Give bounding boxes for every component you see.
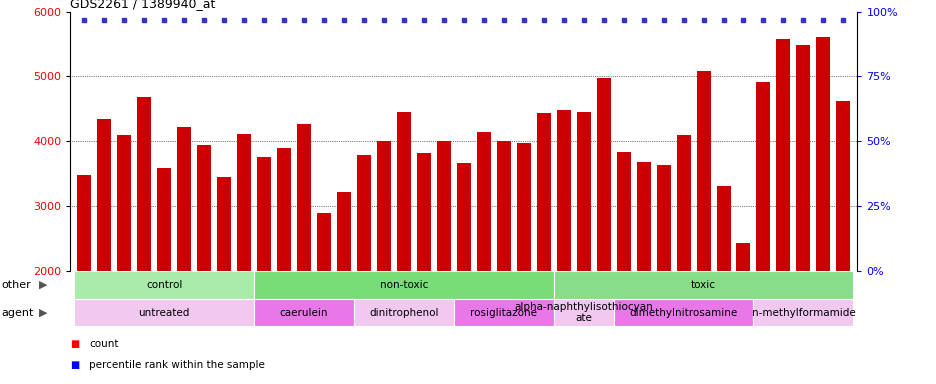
Bar: [576, 112, 590, 384]
Text: GDS2261 / 1389940_at: GDS2261 / 1389940_at: [70, 0, 215, 10]
Text: ▶: ▶: [38, 308, 48, 318]
Bar: [536, 113, 550, 384]
Bar: [753, 299, 853, 326]
Text: ■: ■: [70, 339, 80, 349]
Bar: [157, 168, 171, 384]
Bar: [74, 271, 254, 299]
Text: control: control: [146, 280, 183, 290]
Bar: [656, 166, 670, 384]
Bar: [676, 135, 690, 384]
Bar: [337, 192, 351, 384]
Bar: [776, 40, 790, 384]
Text: non-toxic: non-toxic: [379, 280, 428, 290]
Text: toxic: toxic: [690, 280, 715, 290]
Bar: [117, 135, 131, 384]
Bar: [796, 45, 810, 384]
Bar: [417, 153, 431, 384]
Text: rosiglitazone: rosiglitazone: [470, 308, 536, 318]
Bar: [197, 145, 211, 384]
Bar: [815, 38, 829, 384]
Bar: [695, 71, 709, 384]
Bar: [755, 82, 769, 384]
Bar: [397, 112, 411, 384]
Bar: [297, 124, 311, 384]
Bar: [217, 177, 231, 384]
Bar: [376, 141, 390, 384]
Bar: [77, 175, 91, 384]
Text: untreated: untreated: [139, 308, 190, 318]
Text: percentile rank within the sample: percentile rank within the sample: [89, 360, 265, 370]
Text: caerulein: caerulein: [280, 308, 328, 318]
Bar: [556, 109, 570, 384]
Bar: [453, 299, 553, 326]
Text: n-methylformamide: n-methylformamide: [751, 308, 855, 318]
Bar: [354, 299, 453, 326]
Bar: [74, 299, 254, 326]
Bar: [476, 132, 490, 384]
Text: dimethylnitrosamine: dimethylnitrosamine: [629, 308, 737, 318]
Bar: [254, 299, 354, 326]
Bar: [457, 163, 470, 384]
Text: agent: agent: [2, 308, 35, 318]
Bar: [636, 162, 650, 384]
Bar: [496, 141, 510, 384]
Bar: [596, 78, 610, 384]
Text: ▶: ▶: [38, 280, 48, 290]
Bar: [553, 299, 613, 326]
Bar: [97, 119, 111, 384]
Bar: [357, 155, 371, 384]
Bar: [137, 97, 151, 384]
Bar: [553, 271, 853, 299]
Text: other: other: [2, 280, 32, 290]
Bar: [237, 134, 251, 384]
Text: count: count: [89, 339, 118, 349]
Bar: [736, 243, 750, 384]
Bar: [836, 101, 850, 384]
Text: alpha-naphthylisothiocyan
ate: alpha-naphthylisothiocyan ate: [514, 302, 652, 323]
Bar: [277, 149, 291, 384]
Bar: [436, 141, 450, 384]
Bar: [177, 127, 191, 384]
Text: ■: ■: [70, 360, 80, 370]
Bar: [256, 157, 271, 384]
Bar: [616, 152, 630, 384]
Bar: [316, 213, 330, 384]
Bar: [613, 299, 753, 326]
Text: dinitrophenol: dinitrophenol: [369, 308, 438, 318]
Bar: [516, 142, 530, 384]
Bar: [254, 271, 553, 299]
Bar: [716, 186, 730, 384]
